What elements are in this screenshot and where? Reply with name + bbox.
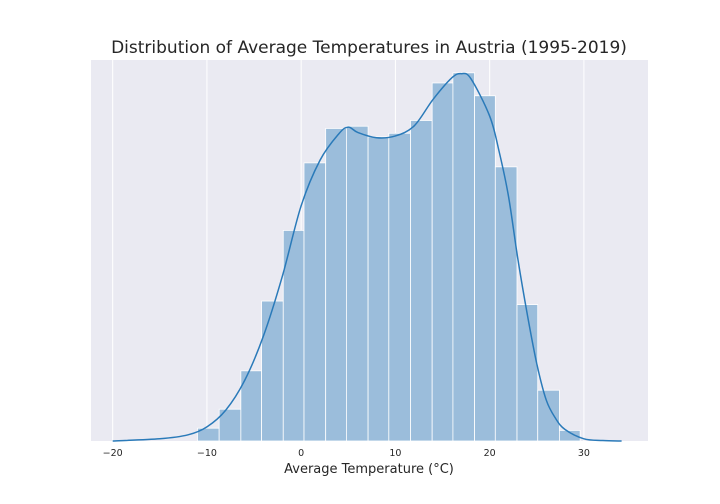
- chart-title: Distribution of Average Temperatures in …: [111, 38, 627, 58]
- histogram-bar: [452, 72, 475, 442]
- histogram-bar: [494, 166, 518, 442]
- histogram-bar: [410, 120, 433, 442]
- histogram-bars: [197, 72, 581, 442]
- x-tick-label: 30: [578, 448, 590, 459]
- histogram-bar: [346, 125, 369, 442]
- histogram-bar: [303, 162, 327, 442]
- x-axis-label: Average Temperature (°C): [284, 462, 454, 477]
- histogram-bar: [325, 128, 347, 442]
- histogram-bar: [516, 304, 539, 442]
- histogram-bar: [431, 82, 454, 442]
- kde-line: [112, 72, 622, 442]
- x-tick-label: 20: [484, 448, 496, 459]
- x-tick-label: 10: [389, 448, 401, 459]
- histogram-bar: [537, 389, 560, 442]
- x-tick-label: −10: [197, 448, 217, 459]
- x-tick-label: −20: [103, 448, 123, 459]
- histogram-bar: [367, 136, 390, 442]
- histogram-bar: [261, 300, 284, 442]
- x-tick-label: 0: [298, 448, 304, 459]
- histogram-bar: [388, 132, 411, 442]
- histogram-bar: [474, 95, 496, 442]
- histogram-bar: [559, 430, 581, 442]
- x-tick-labels: −20 −10 0 10 20 30: [103, 448, 590, 459]
